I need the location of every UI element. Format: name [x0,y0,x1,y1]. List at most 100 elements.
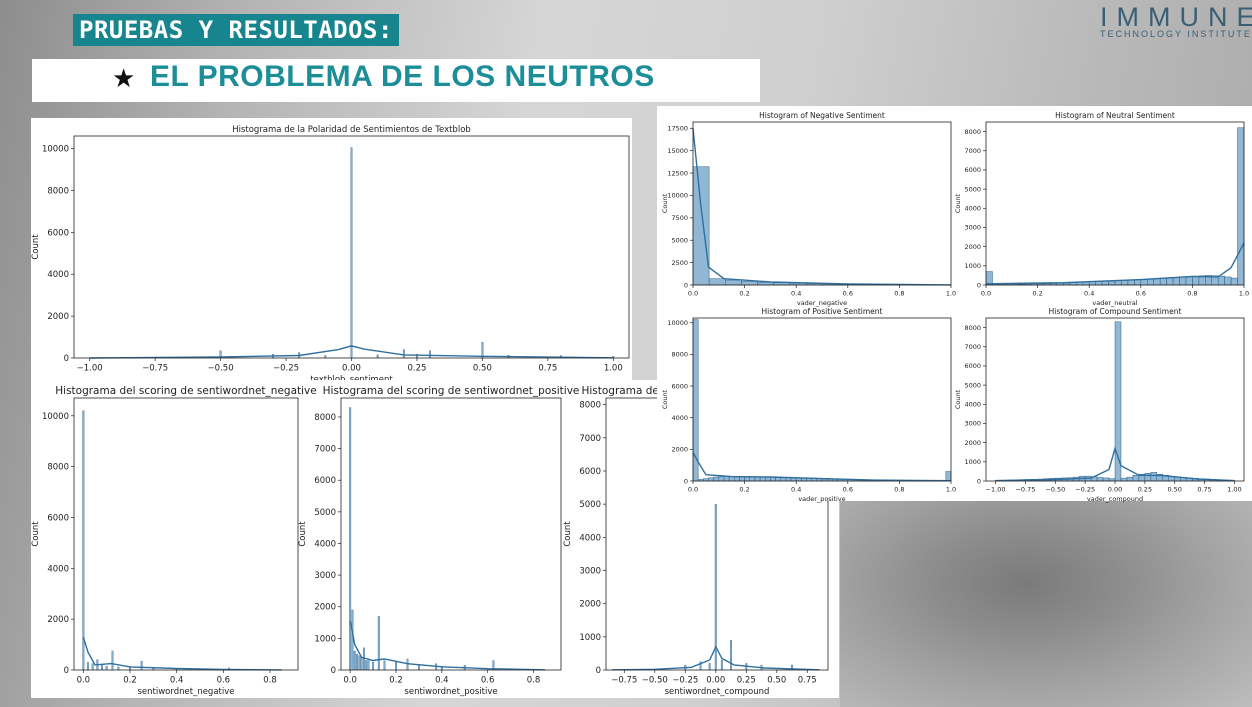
pos-ytick-label: 0 [684,477,688,485]
swn_pos-ytick-label: 3000 [314,571,336,581]
swn_neg-ytick-label: 6000 [47,513,69,523]
pos-xtick-label: 0.4 [791,486,801,494]
pos-xtick-label: 1.0 [946,486,956,494]
swn_neg-bar [101,664,103,671]
comp-ytick-label: 5000 [964,381,981,389]
neg-xtick-label: 1.0 [946,290,956,298]
vader-positive-histogram: Histogram of Positive Sentiment 0.0 0.2 0.4… [661,307,956,503]
pos-bar [713,476,720,482]
swn_pos-ytick-label: 1000 [314,634,336,644]
comp-xtick-label: −0.25 [1075,486,1095,494]
swn_comp-xtick-label: −0.50 [642,676,668,686]
comp-ytick-label: 2000 [964,439,981,447]
neu-bar [1153,278,1161,286]
neu-bar [1230,277,1238,286]
swn_comp-bar [714,503,717,671]
pos-kde-line [692,452,952,482]
swn_comp-xtick-label: −0.25 [672,676,698,686]
neu-ytick-label: 6000 [964,166,981,174]
comp-xtick-label: 0.00 [1108,486,1122,494]
swn_neg-ylabel: Count [31,521,41,547]
comp-xtick-label: −0.75 [1015,486,1035,494]
tb-xtick-label: 0.75 [538,364,557,374]
swn_pos-xtick-label: 0.8 [527,676,541,686]
swn_pos-bar [367,658,370,671]
neu-bar [1159,277,1167,286]
swn_neg-ytick-label: 0 [64,666,69,676]
swn_pos-xtick-label: 0.4 [435,676,449,686]
neg-ytick-label: 7500 [671,214,688,222]
neg-xlabel: vader_negative [797,299,847,307]
comp-ytick-label: 6000 [964,362,981,370]
comp-ytick-label: 8000 [964,324,981,332]
neu-xtick-label: 0.0 [981,290,991,298]
pos-xtick-label: 0.6 [843,486,853,494]
comp-kde-line [995,446,1235,482]
logo-name: IMMUNE [1100,2,1252,32]
pos-bar [945,471,952,482]
swn_comp-ytick-label: 3000 [579,566,601,576]
swn_comp-ytick-label: 4000 [579,533,601,543]
swn_pos-ytick-label: 6000 [314,476,336,486]
neu-bar [1108,280,1116,286]
pos-xtick-label: 0.2 [739,486,749,494]
sentiwordnet-negative-histogram: Histograma del scoring de sentiwordnet_n… [31,385,317,697]
swn_pos-frame [340,397,562,671]
swn_neg-xlabel: sentiwordnet_negative [137,687,234,697]
neg-ytick-label: 2500 [671,259,688,267]
swn_pos-ytick-label: 8000 [314,413,336,423]
swn_comp-ytick-label: 0 [596,666,601,676]
neg-ytick-label: 5000 [671,236,688,244]
tb-bar [429,350,431,359]
swn_pos-ytick-label: 7000 [314,445,336,455]
swn_pos-ytick-label: 5000 [314,508,336,518]
swn_pos-bar [349,407,352,671]
comp-bar [1132,474,1140,482]
swn_pos-bar [372,661,375,671]
pos-xtick-label: 0.8 [894,486,904,494]
swn_comp-xtick-label: −0.75 [611,676,637,686]
neu-bar [1224,276,1232,286]
logo-tagline: TECHNOLOGY INSTITUTE [1100,29,1252,39]
swn_comp-ytick-label: 2000 [579,600,601,610]
vader-panel: Histogram of Negative Sentiment 0.0 0.2 0.4… [657,106,1252,503]
pos-ytick-label: 4000 [671,414,688,422]
swn_comp-ytick-label: 1000 [579,633,601,643]
swn_comp-bar [708,663,711,671]
swn_pos-ytick-label: 4000 [314,539,336,549]
swn_neg-title: Histograma del scoring de sentiwordnet_n… [55,385,316,397]
swn_neg-bar [91,663,94,671]
comp-ytick-label: 4000 [964,401,981,409]
subtitle-banner [32,59,760,102]
sentiwordnet-positive-histogram: Histograma del scoring de sentiwordnet_p… [298,385,579,697]
neg-ytick-label: 0 [684,281,688,289]
neg-ytick-label: 15000 [667,147,688,155]
swn_pos-title: Histograma del scoring de sentiwordnet_p… [323,385,580,397]
neu-bar [985,271,993,286]
swn_pos-bar [395,661,397,671]
swn_pos-ytick-label: 2000 [314,603,336,613]
tb-ytick-label: 10000 [42,145,69,155]
comp-bar [1144,473,1152,482]
section-tag: PRUEBAS Y RESULTADOS: [73,14,399,46]
neu-xlabel: vader_neutral [1092,299,1137,307]
swn_pos-bar [362,647,365,671]
comp-ytick-label: 3000 [964,420,981,428]
tb-xtick-label: −0.50 [208,364,234,374]
tb-kde-line [89,345,614,359]
tb-xtick-label: −0.25 [273,364,299,374]
tb-ytick-label: 4000 [47,270,69,280]
swn_neg-bar [111,650,114,671]
pos-xlabel: vader_positive [798,495,845,503]
swn_comp-bar [730,639,732,671]
neu-kde-line [985,242,1245,285]
swn_neg-bar [82,410,85,671]
neg-ylabel: Count [661,193,669,213]
swn_pos-kde-line [349,620,546,671]
comp-bar [1120,477,1128,482]
swn_neg-ytick-label: 10000 [42,412,69,422]
comp-bar [1102,477,1110,482]
swn_neg-frame [73,397,299,671]
immune-logo: IMMUNE TECHNOLOGY INSTITUTE [1100,2,1252,39]
neu-xtick-label: 0.8 [1187,290,1197,298]
